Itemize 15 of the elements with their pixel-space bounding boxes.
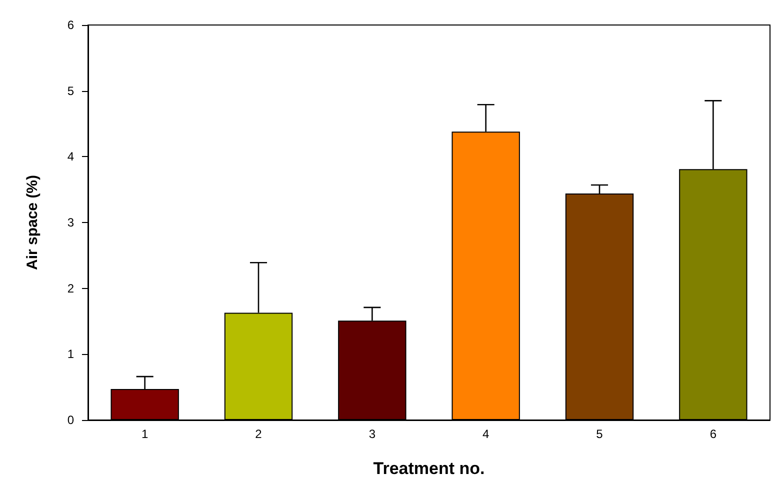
y-tick-label: 2 — [67, 281, 74, 296]
y-axis-title: Air space (%) — [24, 174, 41, 270]
x-tick-label: 1 — [141, 427, 148, 441]
x-tick-label: 2 — [255, 427, 262, 441]
x-tick-label: 3 — [368, 427, 376, 441]
y-tick-label: 0 — [67, 413, 74, 427]
x-axis-title: Treatment no. — [373, 459, 485, 478]
y-tick-label: 6 — [67, 18, 74, 32]
y-tick-label: 4 — [67, 150, 74, 164]
y-tick-label: 5 — [67, 84, 74, 98]
y-tick-label: 3 — [67, 216, 74, 230]
y-tick-label: 1 — [67, 347, 74, 362]
x-tick-label: 5 — [596, 427, 604, 441]
x-tick-label: 4 — [482, 427, 490, 441]
x-tick-label: 6 — [710, 427, 717, 441]
